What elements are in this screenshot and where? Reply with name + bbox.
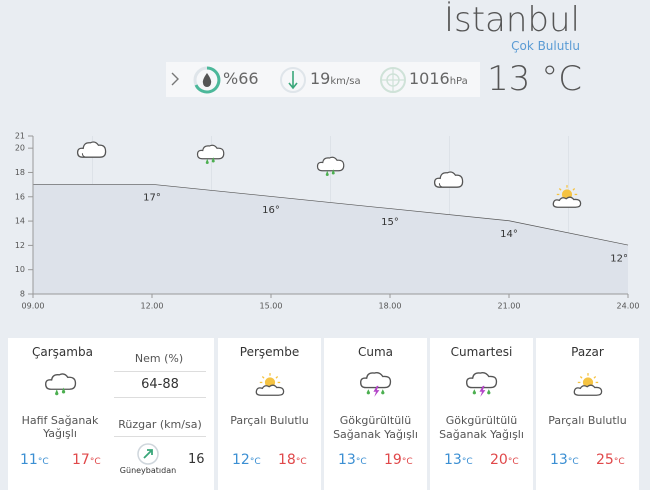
weather-icon [552,184,582,208]
wind-direction: Güneybatıdan [119,466,177,475]
unit: °C [461,457,473,467]
max-value: 20 [490,452,508,468]
min-value: 12 [232,452,250,468]
weather-icon [45,373,77,396]
max-value: 19 [384,452,402,468]
max-value: 17 [72,452,90,468]
temperature: 13 °C [480,59,582,99]
value-label: 15° [381,217,399,228]
weather-icon [359,371,392,398]
condition: Parçalı Bulutlu [230,414,309,427]
y-tick-label: 16 [15,192,25,201]
unit: °C [355,457,367,467]
value-label: 16° [262,205,280,216]
min-value: 11 [20,452,38,468]
weather-icon [573,372,603,396]
condition: Çok Bulutlu [511,39,580,53]
value-label: 17° [143,193,161,204]
wind-label: Rüzgar (km/sa) [118,418,202,431]
unit: °C [295,457,307,467]
humidity-range: 64-88 [114,371,206,398]
x-tick-label: 18.00 [379,302,402,311]
pressure-value: 1016 [409,69,450,88]
max-temp: 20°C [490,452,519,468]
weather-icon [76,141,107,158]
x-tick-label: 09.00 [22,302,45,311]
y-tick-label: 14 [15,217,25,226]
value-label: 12° [610,253,628,264]
max-value: 18 [278,452,296,468]
max-value: 25 [596,452,614,468]
forecast-card: Cumartesi Gökgürültülü Sağanak Yağışlı 13°… [430,338,533,490]
value-label: 14° [500,229,518,240]
pressure-unit: hPa [449,76,468,87]
min-temp: 13°C [338,452,367,468]
chart: 17° 16° 15° 14° 12° 8 10 12 14 16 18 20 21 09.00 12.00… [15,132,640,311]
condition: Parçalı Bulutlu [548,414,627,427]
x-tick-label: 21.00 [498,302,521,311]
min-value: 13 [338,452,356,468]
y-tick-label: 10 [15,265,25,274]
temperature-unit: °C [541,59,582,99]
day: Perşembe [239,345,300,359]
wind-speed: 16 [188,452,205,467]
day: Pazar [571,345,604,359]
info-icons [171,66,406,94]
x-tick-label: 24.00 [617,302,640,311]
min-value: 13 [444,452,462,468]
weather-icon [196,144,225,165]
y-tick-label: 18 [15,168,25,177]
wind-unit: km/sa [330,76,361,87]
wind: 19km/sa [310,69,361,88]
max-temp: 25°C [596,452,625,468]
forecast-card: Pazar Parçalı Bulutlu 13°C 25°C [536,338,639,490]
min-temp: 11°C [20,452,49,468]
weather-icon [433,171,464,188]
y-tick-label: 12 [15,241,25,250]
unit: °C [507,457,519,467]
weather-icon [465,371,498,398]
day: Cumartesi [450,345,513,359]
info-bar: %66 19km/sa 1016hPa [166,62,480,97]
humidity-label: Nem (%) [134,352,184,365]
day: Cuma [357,345,394,359]
min-value: 13 [550,452,568,468]
forecast-card: Perşembe Parçalı Bulutlu 12°C 18°C [218,338,321,490]
unit: °C [401,457,413,467]
day: Çarşamba [32,345,93,359]
unit: °C [89,457,101,467]
humidity: %66 [223,69,259,88]
area [33,184,628,294]
wind-icon [137,443,159,465]
unit: °C [613,457,625,467]
min-temp: 12°C [232,452,261,468]
unit: °C [567,457,579,467]
forecast-card: Cuma Gökgürültülü Sağanak Yağışlı 13°C 19°C [324,338,427,490]
min-temp: 13°C [550,452,579,468]
pressure: 1016hPa [409,69,468,88]
condition: Gökgürültülü Sağanak Yağışlı [439,414,524,441]
y-tick-label: 21 [15,132,25,141]
weather-icon [255,372,285,396]
unit: °C [249,457,261,467]
condition: Gökgürültülü Sağanak Yağışlı [333,414,418,441]
y-tick-label: 20 [15,144,25,153]
today-card: Çarşamba Hafif Sağanak Yağışlı 11°C 17°C… [8,338,214,490]
y-tick-label: 8 [20,290,25,299]
max-temp: 17°C [72,452,101,468]
max-temp: 18°C [278,452,307,468]
city: İstanbul [443,0,580,40]
temperature-value: 13 [487,59,531,99]
max-temp: 19°C [384,452,413,468]
min-temp: 13°C [444,452,473,468]
wind-value: 19 [310,69,331,88]
x-tick-label: 15.00 [260,302,283,311]
divider [114,436,206,437]
unit: °C [37,457,49,467]
x-tick-label: 12.00 [141,302,164,311]
condition: Hafif Sağanak Yağışlı [21,414,99,440]
